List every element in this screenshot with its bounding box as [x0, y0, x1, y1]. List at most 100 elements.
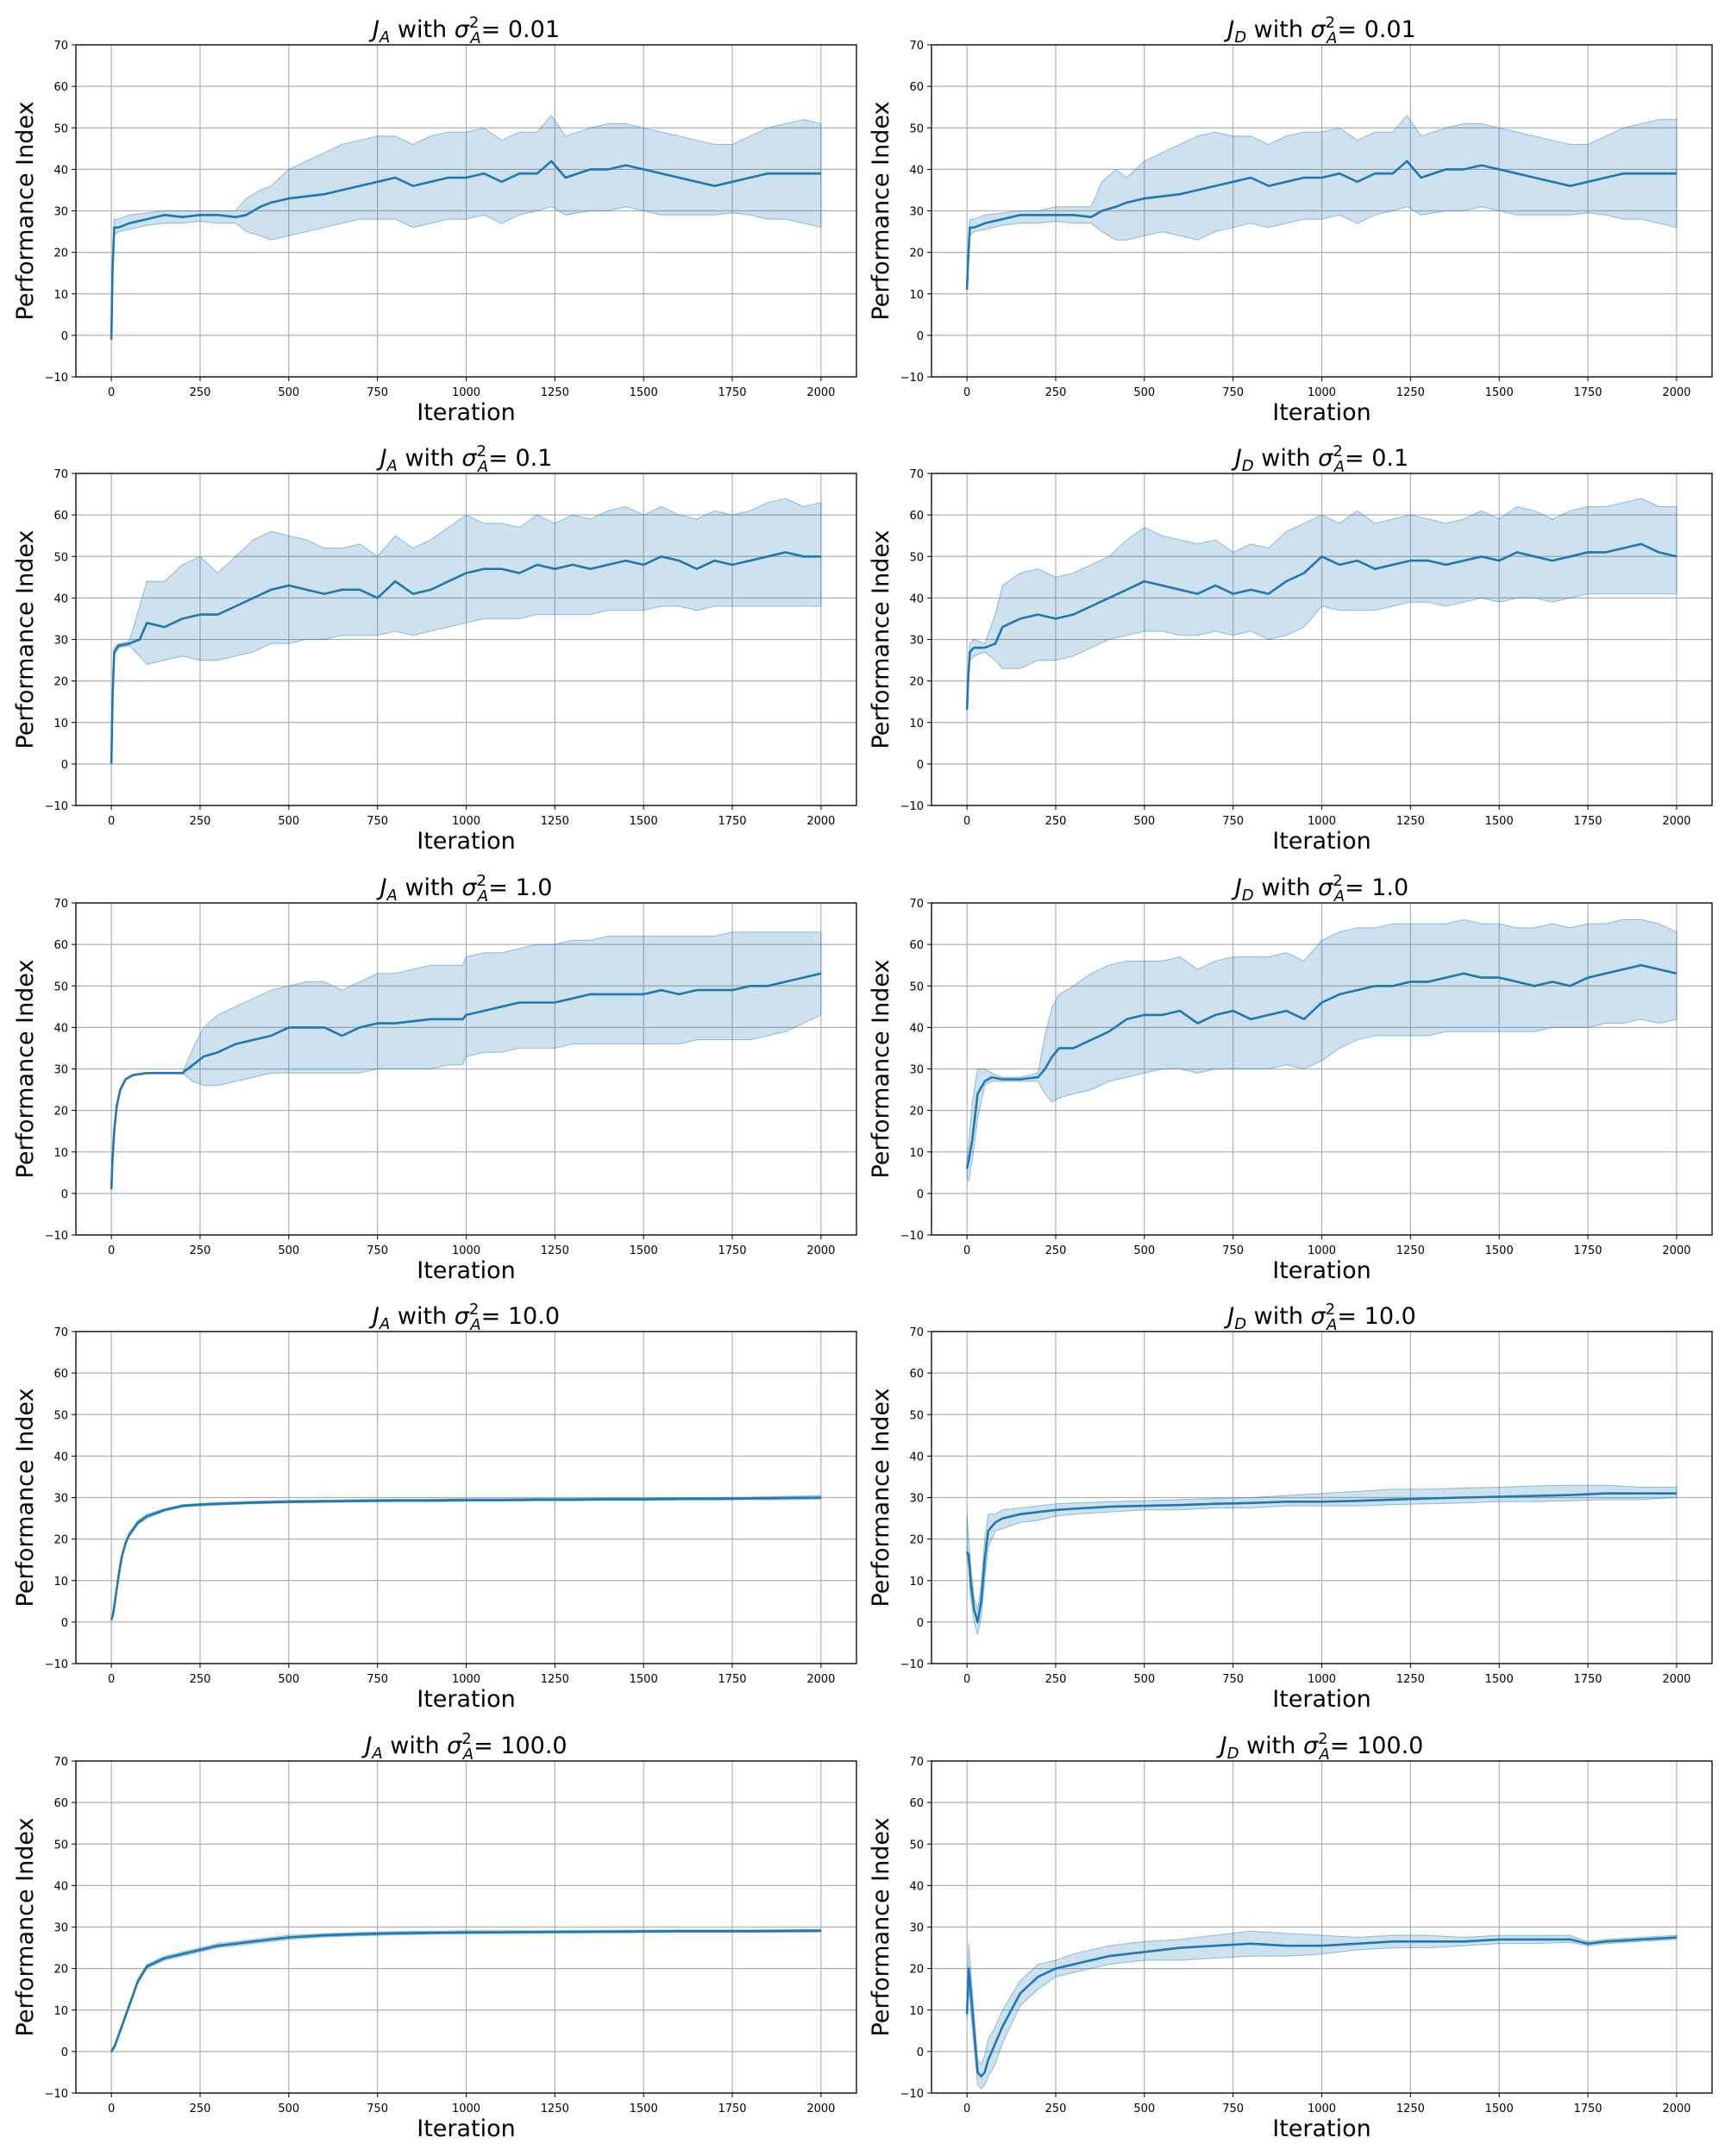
y-tick-label: −10: [45, 2088, 68, 2101]
y-tick-label: 30: [53, 1064, 68, 1077]
title-sigma-subscript: A: [477, 887, 488, 906]
subplot-title: JA with σ2 A= 0.1: [376, 442, 553, 476]
subplot-a-0.1: 0 250 500 750 1000 1250 1500 1750 2000−100102030…: [12, 442, 857, 855]
title-sigma-subscript: A: [477, 458, 488, 476]
title-metric-subscript: A: [371, 1745, 382, 1763]
x-tick-label: 2000: [1662, 1244, 1690, 1257]
subplot-d-100.0: 0 250 500 750 1000 1250 1500 1750 2000−100102030…: [868, 1730, 1713, 2142]
title-text: with: [1246, 1303, 1310, 1330]
title-sigma-subscript: A: [469, 1316, 480, 1334]
x-tick-label: 500: [1133, 386, 1155, 399]
title-sigma: σ: [461, 445, 477, 472]
x-tick-label: 1500: [630, 1673, 658, 1686]
subplot-d-10.0: 0 250 500 750 1000 1250 1500 1750 2000−100102030…: [868, 1300, 1713, 1713]
y-axis-label: Performance Index: [868, 101, 894, 320]
x-tick-label: 1250: [541, 2103, 569, 2115]
x-tick-label: 1250: [1396, 2103, 1425, 2115]
x-tick-label: 1250: [1396, 1673, 1425, 1686]
title-metric: J: [1231, 445, 1242, 472]
confidence-band: [966, 1930, 1678, 2090]
y-tick-label: 0: [61, 759, 68, 772]
title-metric-subscript: A: [379, 28, 390, 47]
title-superscript: 2: [469, 1300, 479, 1319]
y-tick-label: −10: [900, 372, 924, 385]
x-tick-label: 2000: [806, 1244, 835, 1257]
y-tick-label: 0: [61, 1188, 68, 1201]
x-tick-label: 1250: [1396, 815, 1425, 828]
title-sigma: σ: [1318, 874, 1333, 901]
x-tick-label: 1750: [1573, 2103, 1602, 2115]
y-tick-label: 10: [909, 1147, 924, 1160]
x-axis-label: Iteration: [417, 828, 516, 855]
title-sigma-subscript: A: [1319, 1745, 1330, 1764]
x-tick-label: 1750: [1573, 1673, 1602, 1686]
x-tick-label: 1750: [1573, 815, 1602, 828]
title-value: 100.0: [500, 1733, 567, 1759]
x-tick-label: 1250: [541, 386, 569, 399]
x-tick-label: 1000: [1308, 386, 1336, 399]
x-tick-label: 1750: [1573, 386, 1602, 399]
y-axis-label: Performance Index: [12, 101, 39, 320]
x-tick-label: 1000: [1308, 2103, 1336, 2115]
y-tick-label: −10: [900, 800, 924, 813]
title-metric: J: [376, 874, 387, 901]
title-metric-subscript: A: [386, 457, 398, 475]
mean-line: [110, 1496, 821, 1620]
x-tick-label: 250: [1045, 386, 1067, 399]
x-tick-label: 1500: [1485, 1673, 1514, 1686]
x-tick-label: 2000: [1662, 1673, 1690, 1686]
y-tick-label: 50: [53, 1839, 68, 1852]
y-axis-label: Performance Index: [12, 1817, 39, 2036]
y-tick-label: 20: [53, 1106, 68, 1119]
x-tick-label: 750: [367, 1244, 388, 1257]
y-tick-label: −10: [45, 372, 68, 385]
title-superscript: 2: [469, 14, 479, 32]
title-superscript: 2: [1318, 1730, 1327, 1748]
x-tick-label: 500: [278, 1673, 299, 1686]
y-tick-label: 20: [53, 1534, 68, 1547]
x-tick-label: 250: [1045, 2103, 1067, 2115]
x-tick-label: 750: [1222, 1244, 1244, 1257]
y-tick-label: 10: [53, 289, 68, 302]
y-tick-label: 20: [909, 1106, 924, 1119]
subplot-a-10.0: 0 250 500 750 1000 1250 1500 1750 2000−100102030…: [12, 1300, 857, 1713]
subplot-d-0.01: 0 250 500 750 1000 1250 1500 1750 2000−100102030…: [868, 14, 1713, 426]
x-axis-label: Iteration: [417, 1257, 516, 1284]
y-tick-label: 60: [909, 81, 924, 94]
x-tick-label: 250: [190, 2103, 211, 2115]
x-tick-label: 1250: [541, 1673, 569, 1686]
y-axis-label: Performance Index: [868, 959, 894, 1178]
x-axis-label: Iteration: [417, 2115, 516, 2142]
x-axis-label: Iteration: [1272, 2115, 1371, 2142]
title-value: 100.0: [1357, 1733, 1423, 1759]
y-tick-label: −10: [45, 800, 68, 813]
y-tick-label: −10: [45, 1230, 68, 1243]
title-equals: =: [481, 16, 508, 43]
y-tick-label: 30: [909, 206, 924, 219]
x-tick-label: 0: [108, 2103, 115, 2115]
title-value: 0.1: [515, 445, 552, 472]
x-tick-label: 250: [1045, 1244, 1067, 1257]
x-tick-label: 1500: [1485, 1244, 1514, 1257]
y-tick-label: 40: [53, 1022, 68, 1035]
x-tick-label: 250: [190, 1244, 211, 1257]
mean-line: [965, 542, 1678, 711]
y-tick-label: 10: [53, 718, 68, 730]
x-tick-label: 1750: [718, 815, 746, 828]
y-tick-label: 70: [909, 1756, 924, 1769]
title-metric: J: [1223, 1303, 1234, 1330]
mean-line: [110, 551, 821, 764]
x-tick-label: 1750: [1573, 1244, 1602, 1257]
x-tick-label: 0: [963, 1244, 970, 1257]
y-tick-label: 0: [917, 330, 924, 343]
mean-line: [965, 1492, 1677, 1624]
y-tick-label: 50: [53, 551, 68, 564]
y-tick-label: 50: [909, 1839, 924, 1852]
x-tick-label: 0: [963, 386, 970, 399]
y-tick-label: 30: [53, 1493, 68, 1506]
y-tick-label: 30: [909, 1922, 924, 1935]
title-text: with: [390, 16, 454, 43]
title-equals: =: [1345, 874, 1371, 901]
title-sigma-subscript: A: [462, 1745, 474, 1764]
